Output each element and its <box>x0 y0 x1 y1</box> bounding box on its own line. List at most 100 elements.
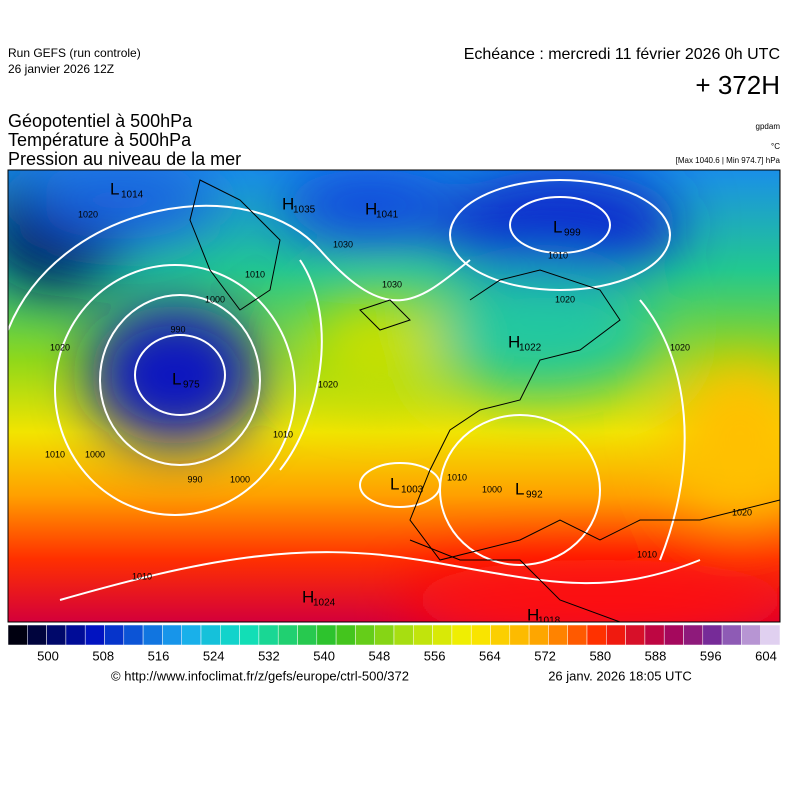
coastlines <box>189 179 780 622</box>
colorbar-label: 564 <box>479 648 501 663</box>
color-swatch <box>528 624 549 646</box>
color-swatch <box>200 624 221 646</box>
color-swatch <box>104 624 125 646</box>
center-value: 975 <box>183 380 200 391</box>
run-date: 26 janvier 2026 12Z <box>8 62 114 76</box>
isobar-label: 1020 <box>50 342 70 352</box>
color-swatch <box>277 624 298 646</box>
color-swatch <box>683 624 704 646</box>
color-swatch <box>162 624 182 646</box>
unit: [Max 1040.6 | Min 974.7] hPa <box>676 156 781 165</box>
colorbar-label: 508 <box>92 648 114 663</box>
isobar-label: 1000 <box>482 484 502 494</box>
color-swatch <box>509 624 530 646</box>
unit: gpdam <box>756 122 781 131</box>
isobar-label: 1020 <box>318 379 338 389</box>
color-swatch <box>451 624 472 646</box>
center-value: 1018 <box>538 616 561 627</box>
field-blobs <box>8 170 780 622</box>
color-swatch <box>181 624 202 646</box>
echeance: Echéance : mercredi 11 février 2026 0h U… <box>464 46 780 63</box>
center-value: 1035 <box>293 205 316 216</box>
color-swatch <box>123 624 144 646</box>
color-swatch <box>548 624 568 646</box>
colorbar-label: 532 <box>258 648 280 663</box>
color-swatch <box>46 624 67 646</box>
center-kind: L <box>172 369 181 388</box>
center-kind: L <box>110 179 119 198</box>
colorbar-label: 500 <box>37 648 59 663</box>
color-swatch <box>335 624 356 646</box>
colorbar-label: 580 <box>589 648 611 663</box>
isobar-label: 1020 <box>78 209 98 219</box>
center-kind: L <box>515 479 524 498</box>
colorbar-label: 588 <box>645 648 667 663</box>
color-swatch <box>702 624 723 646</box>
color-swatch <box>760 624 781 646</box>
color-swatch <box>721 624 742 646</box>
unit: °C <box>771 142 780 151</box>
color-swatch <box>27 624 47 646</box>
source-url: © http://www.infoclimat.fr/z/gefs/europe… <box>111 668 409 683</box>
isobar-label: 990 <box>187 474 202 484</box>
center-value: 999 <box>564 228 581 239</box>
center-kind: H <box>365 199 377 218</box>
isobar-label: 1000 <box>230 474 250 484</box>
color-swatch <box>586 624 607 646</box>
color-swatch <box>258 624 279 646</box>
lead-time: + 372H <box>695 70 780 100</box>
isobars <box>8 179 701 601</box>
center-kind: L <box>390 474 399 493</box>
color-swatch <box>606 624 626 646</box>
center-kind: H <box>282 194 294 213</box>
center-kind: H <box>508 332 520 351</box>
isobar-label: 1010 <box>45 449 65 459</box>
center-value: 1003 <box>401 485 424 496</box>
map-frame <box>7 169 781 623</box>
center-value: 1014 <box>121 190 144 201</box>
field: Température à 500hPa <box>8 130 192 150</box>
run: Run GEFS (run controle) <box>8 46 141 60</box>
color-swatch <box>297 624 318 646</box>
center-value: 1041 <box>376 210 399 221</box>
color-swatch <box>7 624 28 646</box>
color-swatch <box>393 624 414 646</box>
isobar-label: 1010 <box>637 549 657 559</box>
colorbar-label: 540 <box>313 648 335 663</box>
color-swatch <box>316 624 337 646</box>
color-swatch <box>567 624 588 646</box>
isobar-label: 1010 <box>548 250 568 260</box>
colorbar-label: 556 <box>424 648 446 663</box>
colorbar-label: 516 <box>148 648 170 663</box>
color-swatch <box>663 624 684 646</box>
isobar-label: 990 <box>170 324 185 334</box>
color-swatch <box>65 624 86 646</box>
colorbar-label: 596 <box>700 648 722 663</box>
isobar-label: 1010 <box>245 269 265 279</box>
field: Géopotentiel à 500hPa <box>8 111 193 131</box>
color-swatch <box>142 624 163 646</box>
color-swatch <box>374 624 395 646</box>
isobar-label: 1010 <box>132 571 152 581</box>
isobar-label: 1000 <box>85 449 105 459</box>
color-swatch <box>220 624 240 646</box>
colorbar-label: 524 <box>203 648 225 663</box>
color-swatch <box>490 624 511 646</box>
isobar-label: 1030 <box>382 279 402 289</box>
center-kind: L <box>553 217 562 236</box>
isobar-label: 1000 <box>205 294 225 304</box>
color-swatch <box>644 624 665 646</box>
isobar-label: 1020 <box>670 342 690 352</box>
field: Pression au niveau de la mer <box>8 149 241 169</box>
color-swatch <box>84 624 105 646</box>
isobar-label: 1030 <box>333 239 353 249</box>
center-value: 1022 <box>519 343 542 354</box>
color-swatch <box>432 624 453 646</box>
isobar-label: 1010 <box>273 429 293 439</box>
color-swatch <box>239 624 260 646</box>
color-swatch <box>355 624 375 646</box>
center-value: 992 <box>526 490 543 501</box>
color-swatch <box>741 624 761 646</box>
